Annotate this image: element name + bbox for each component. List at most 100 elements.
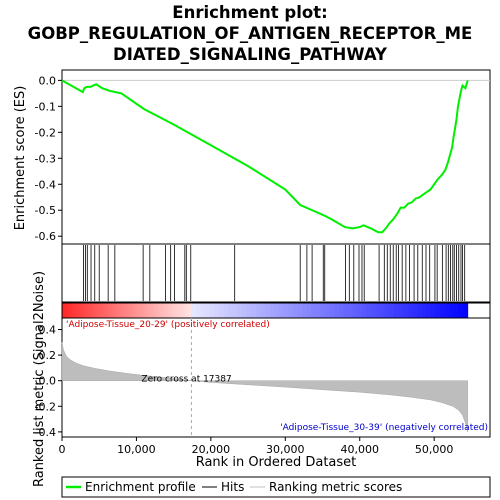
heat-bar-segment [191, 303, 197, 318]
heat-bar-segment [435, 303, 441, 318]
ranked-list-heat-bar [61, 302, 491, 319]
heat-bar-segment [70, 303, 74, 318]
negative-correlation-label: 'Adipose-Tissue_30-39' (negatively corre… [280, 423, 488, 433]
heat-bar-segment [306, 303, 312, 318]
heat-bar-segment [124, 303, 128, 318]
heat-bar-segment [251, 303, 257, 318]
heat-bar-segment [98, 303, 102, 318]
heat-bar-segment [133, 303, 136, 318]
heat-bar-segment [324, 303, 331, 318]
heat-bar-segment [366, 303, 372, 318]
hit-marks [83, 245, 466, 301]
heat-bar-segment [398, 303, 404, 318]
heat-bar-segment [94, 303, 98, 318]
heat-bar-segment [205, 303, 211, 318]
x-tick-label: 40,000 [340, 443, 379, 456]
heat-bar-segment [148, 303, 151, 318]
heat-bar-segment [187, 303, 190, 318]
heat-bar-segment [315, 303, 321, 318]
heat-bar-segment [311, 303, 317, 318]
es-axis-title: Enrichment score (ES) [13, 86, 28, 231]
heat-bar-segment [453, 303, 459, 318]
heat-bar-segment [458, 303, 464, 318]
hits-panel-frame [61, 243, 491, 303]
heat-bar-segment [115, 303, 119, 318]
heat-bar-segment [163, 303, 167, 318]
x-tick-label: 30,000 [266, 443, 305, 456]
heat-bar-segment [169, 303, 173, 318]
heat-bar-segment [176, 303, 179, 318]
legend-box [61, 476, 491, 498]
es-tick-label: -0.5 [35, 204, 56, 217]
heat-bar-segment [209, 303, 215, 318]
heat-bar-segment [417, 303, 423, 318]
x-axis-title: Rank in Ordered Dataset [196, 455, 357, 470]
chart-title-line-2: GOBP_REGULATION_OF_ANTIGEN_RECEPTOR_ME [28, 24, 473, 43]
heat-bar-segment [172, 303, 175, 318]
heat-bar-segment [68, 303, 72, 318]
metric-tick-label: -0.4 [35, 426, 56, 439]
heat-bar-segment [269, 303, 275, 318]
heat-bar-segment [182, 303, 186, 318]
heat-bar-segment [214, 303, 220, 318]
heat-bar-segment [237, 303, 243, 318]
legend-ranking-metric-label: Ranking metric scores [269, 480, 402, 494]
es-tick-label: -0.1 [35, 100, 56, 113]
heat-bar-segment [118, 303, 121, 318]
heat-bar-segment [329, 303, 335, 318]
heat-bar-segment [139, 303, 143, 318]
heat-bar-segment [389, 303, 395, 318]
heat-bar-segment [87, 303, 91, 318]
heat-bar-segment [361, 303, 367, 318]
heat-bar-segment [370, 303, 377, 318]
heat-bar-segment [105, 303, 108, 318]
heat-bar-segment [463, 303, 469, 318]
heat-bar-segment [64, 303, 67, 318]
heat-bar-segment [320, 303, 326, 318]
heat-bar-segment [141, 303, 145, 318]
heat-bar-segment [66, 303, 69, 318]
es-tick-label: -0.6 [35, 230, 56, 243]
heat-bar-segment [180, 303, 184, 318]
heat-bar-segment [242, 303, 248, 318]
heat-bar-segment [219, 303, 225, 318]
heat-bar-segment [137, 303, 141, 318]
heat-bar-segment [156, 303, 160, 318]
heat-bar-segment [143, 303, 147, 318]
heat-bar-segment [352, 303, 358, 318]
es-tick-label: -0.4 [35, 178, 56, 191]
heat-bar-segment [200, 303, 206, 318]
heat-bar-segment [184, 303, 188, 318]
heat-bar-segment [126, 303, 130, 318]
metric-axis-ticks: 0.4 0.2 0.0 -0.2 -0.4 [35, 324, 62, 439]
heat-bar-segment [246, 303, 252, 318]
heat-bar-segment [338, 303, 344, 318]
heat-bar-segment [96, 303, 100, 318]
heat-bar-segment [79, 303, 82, 318]
legend-enrichment-profile-label: Enrichment profile [85, 480, 196, 494]
heat-bar-segment [111, 303, 115, 318]
heat-bar-segment [81, 303, 85, 318]
heat-bar-segment [196, 303, 202, 318]
metric-tick-label: 0.4 [39, 324, 57, 337]
heat-bar-segment [334, 303, 340, 318]
heat-bar-segment [421, 303, 427, 318]
positive-correlation-label: 'Adipose-Tissue_20-29' (positively corre… [66, 320, 270, 330]
heat-bar-segment [107, 303, 110, 318]
heat-bar-segment [292, 303, 298, 318]
heat-bar-segment [92, 303, 95, 318]
x-tick-label: 0 [59, 443, 66, 456]
es-axis-ticks: 0.0 -0.1 -0.2 -0.3 -0.4 -0.5 -0.6 [35, 74, 62, 243]
heat-bar-segment [74, 303, 78, 318]
heat-bar-segment [154, 303, 158, 318]
heat-bar-segment [161, 303, 164, 318]
heat-bar-segment [278, 303, 285, 318]
x-tick-label: 50,000 [415, 443, 454, 456]
heat-bar-segment [274, 303, 280, 318]
heat-bar-segment [403, 303, 409, 318]
heat-bar-segment [228, 303, 234, 318]
heat-bar-segment [131, 303, 134, 318]
heat-bar-segment [255, 303, 261, 318]
heat-bar-segment [122, 303, 126, 318]
